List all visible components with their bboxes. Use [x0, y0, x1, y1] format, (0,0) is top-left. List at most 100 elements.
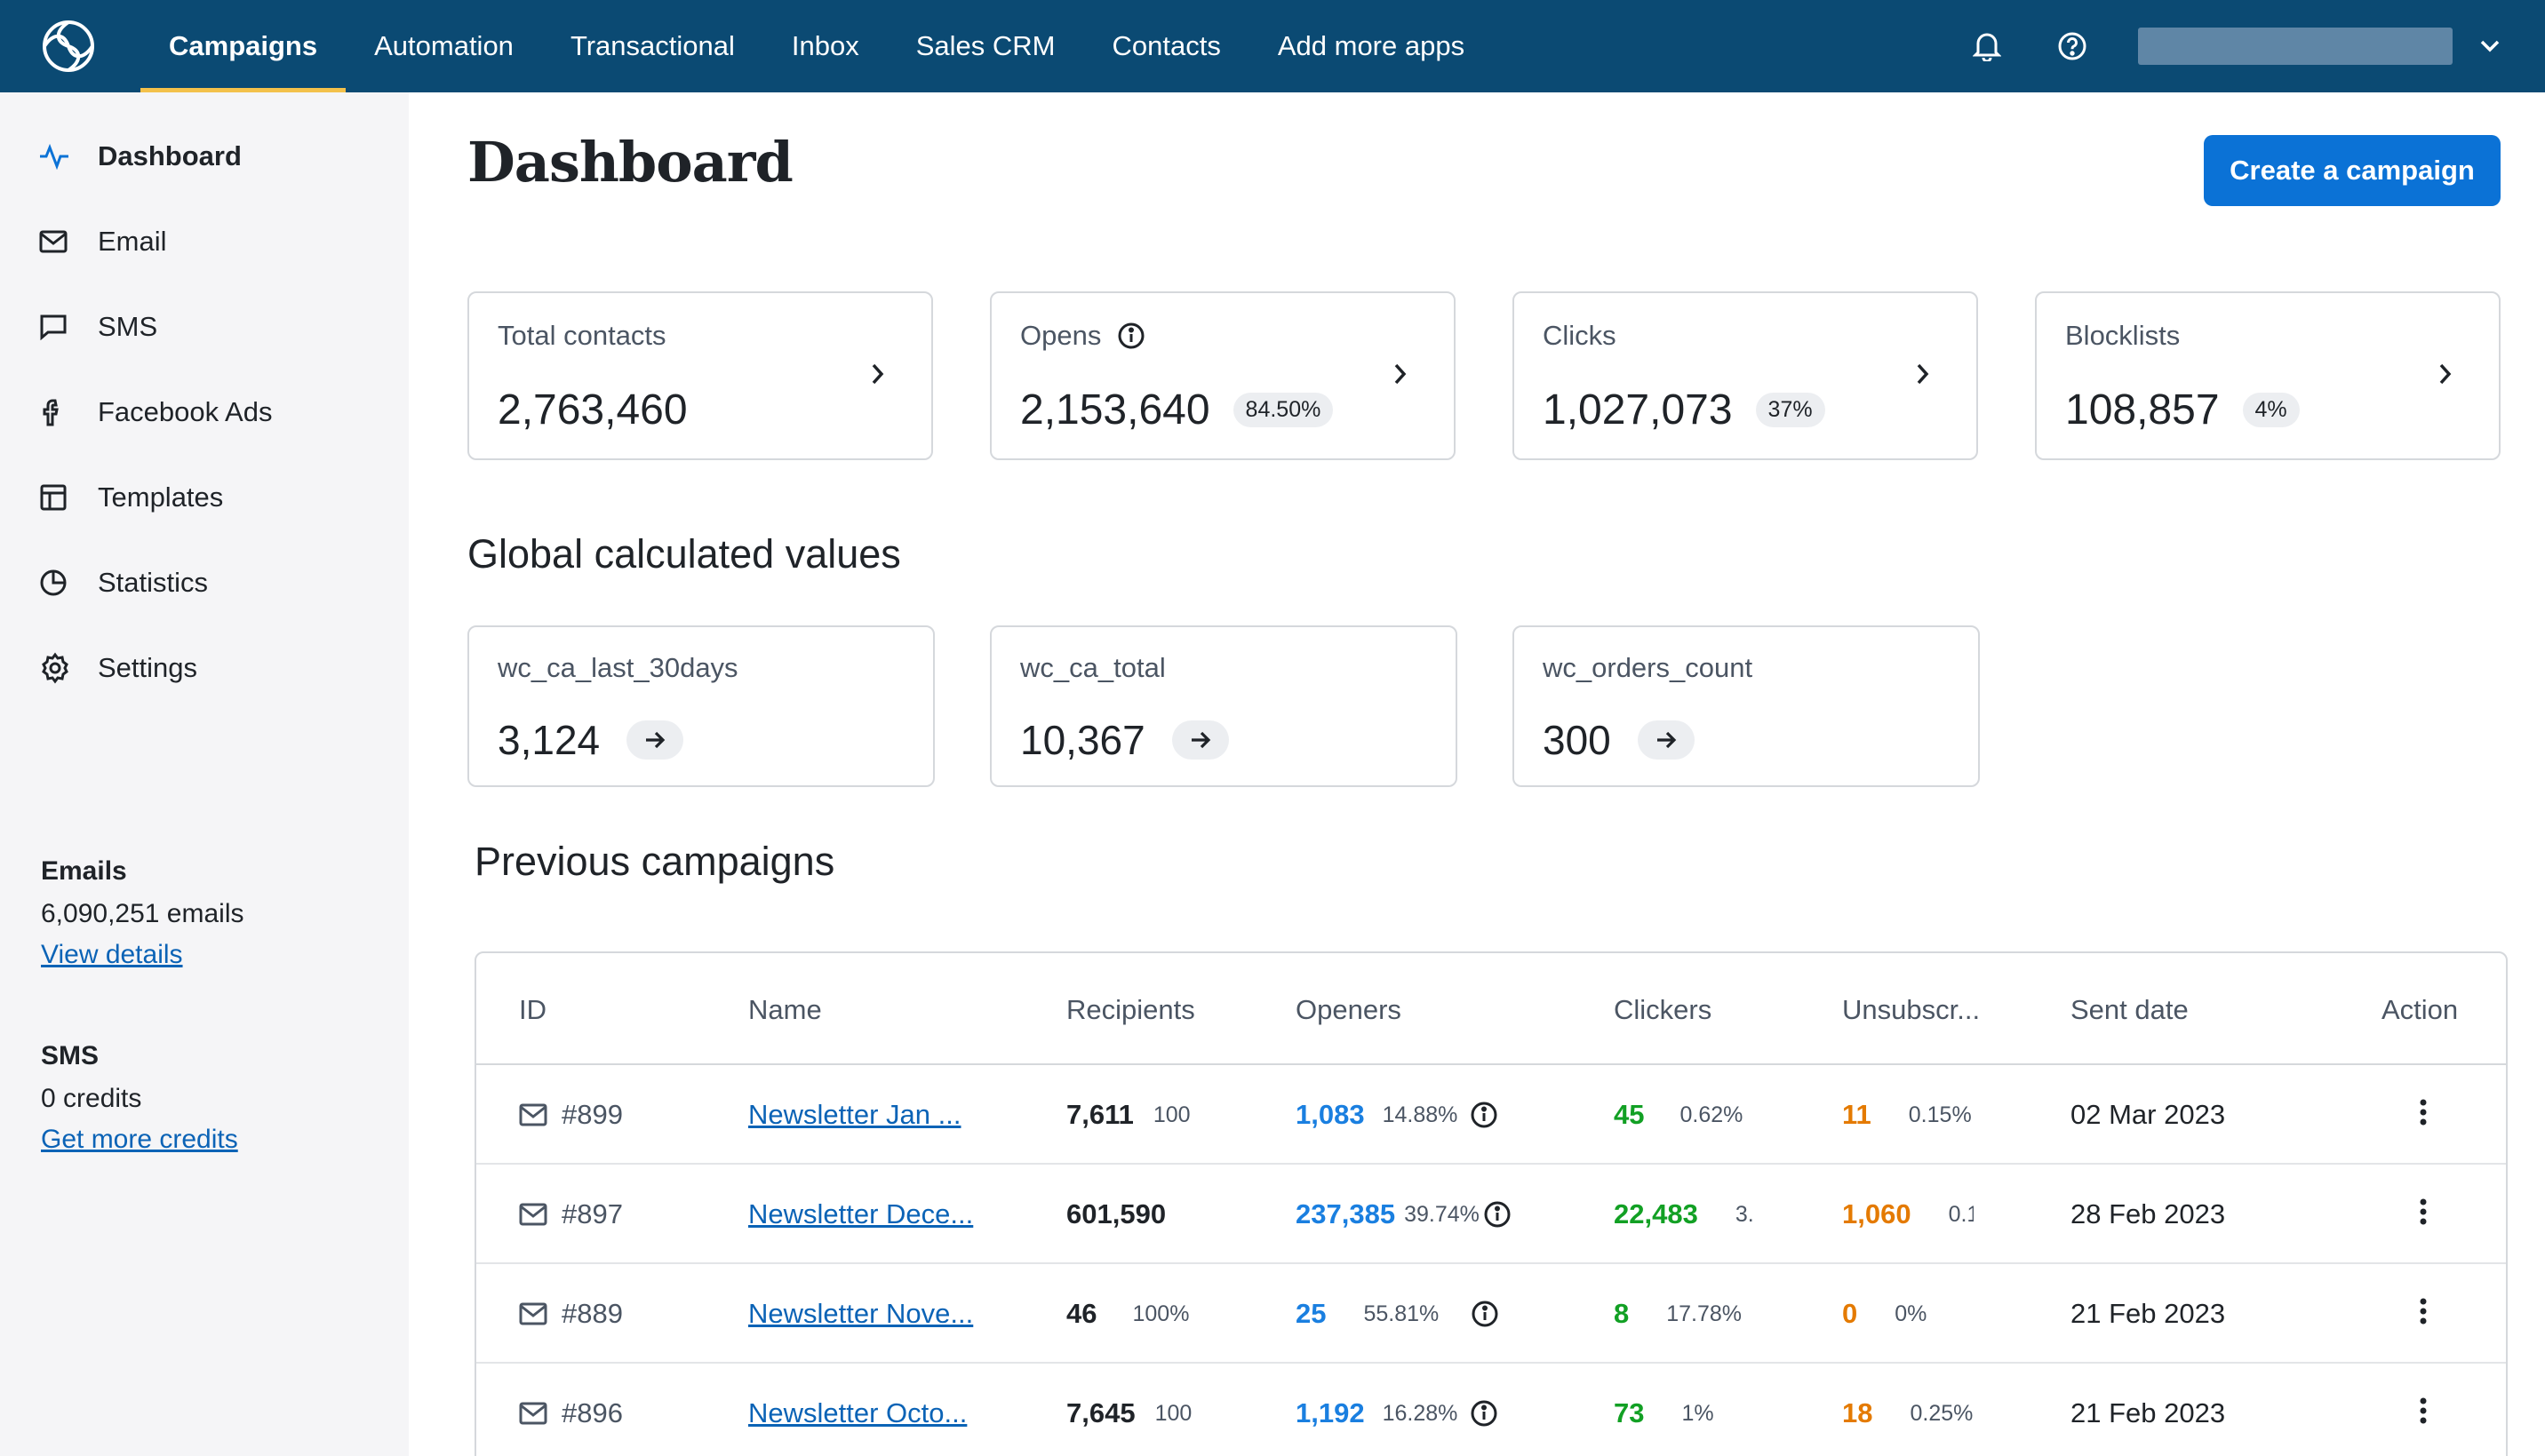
sidebar-item-templates[interactable]: Templates — [39, 471, 223, 524]
stat-percent-badge: 84.50% — [1233, 393, 1334, 427]
stat-label: Blocklists — [2065, 320, 2181, 351]
nav-transactional[interactable]: Transactional — [570, 30, 735, 61]
column-header-id[interactable]: ID — [519, 994, 546, 1025]
column-header-name[interactable]: Name — [748, 994, 822, 1025]
unsubscribers-cell: 11 0.15% — [1842, 1099, 1972, 1130]
brevo-logo-icon[interactable] — [37, 15, 100, 77]
chevron-down-icon[interactable] — [2472, 28, 2508, 64]
sms-summary: SMS 0 credits Get more credits — [41, 1041, 238, 1155]
campaigns-table: ID Name Recipients Openers Clickers Unsu… — [475, 951, 2508, 1456]
nav-add-more-apps[interactable]: Add more apps — [1277, 30, 1465, 61]
help-icon[interactable] — [2054, 28, 2090, 64]
unsubscribers-cell: 1,060 0.1 — [1842, 1198, 1974, 1229]
mail-icon — [39, 224, 75, 259]
global-value-card: wc_ca_total 10,367 — [990, 625, 1457, 787]
more-actions-icon[interactable] — [2419, 1097, 2428, 1127]
stat-card-clicks[interactable]: Clicks 1,027,073 37% — [1512, 291, 1978, 460]
table-row[interactable]: #897 Newsletter Dece... 601,590 237,385 … — [476, 1165, 2506, 1264]
arrow-right-icon[interactable] — [1171, 720, 1229, 760]
global-value-label: wc_ca_last_30days — [498, 652, 738, 683]
info-icon[interactable] — [1470, 1399, 1498, 1428]
nav-campaigns[interactable]: Campaigns — [140, 0, 347, 92]
recipients-cell: 7,611 100 — [1066, 1099, 1191, 1130]
page-title: Dashboard — [467, 130, 794, 195]
global-value-card: wc_orders_count 300 — [1512, 625, 1980, 787]
column-header-sent-date[interactable]: Sent date — [2070, 994, 2189, 1025]
stat-card-blocklists[interactable]: Blocklists 108,857 4% — [2035, 291, 2501, 460]
sidebar-item-email[interactable]: Email — [39, 215, 167, 268]
bell-icon[interactable] — [1969, 28, 2005, 64]
campaign-id: #897 — [519, 1198, 623, 1230]
sidebar-item-statistics[interactable]: Statistics — [39, 556, 208, 609]
stat-value: 2,763,460 — [498, 386, 688, 434]
sidebar-item-facebook-ads[interactable]: Facebook Ads — [39, 386, 272, 439]
chevron-right-icon — [871, 362, 885, 390]
campaign-id: #889 — [519, 1298, 623, 1330]
global-value-label: wc_orders_count — [1543, 652, 1753, 683]
message-icon — [39, 309, 75, 345]
get-more-credits-link[interactable]: Get more credits — [41, 1125, 238, 1154]
stat-value: 2,153,640 84.50% — [1020, 386, 1334, 434]
column-header-clickers[interactable]: Clickers — [1614, 994, 1712, 1025]
more-actions-icon[interactable] — [2419, 1296, 2428, 1326]
table-row[interactable]: #899 Newsletter Jan ... 7,611 100 1,083 … — [476, 1065, 2506, 1165]
mail-icon — [519, 1402, 547, 1425]
stat-card-opens[interactable]: Opens 2,153,640 84.50% — [990, 291, 1456, 460]
view-details-link[interactable]: View details — [41, 940, 183, 969]
clickers-cell: 45 0.62% — [1614, 1099, 1743, 1130]
more-actions-icon[interactable] — [2419, 1396, 2428, 1426]
global-value-card: wc_ca_last_30days 3,124 — [467, 625, 935, 787]
sidebar-item-sms[interactable]: SMS — [39, 300, 157, 354]
unsubscribers-cell: 0 0% — [1842, 1298, 1927, 1329]
sidebar-item-label: Facebook Ads — [98, 396, 273, 427]
sidebar-item-label: Statistics — [98, 567, 209, 598]
facebook-icon — [39, 394, 75, 430]
table-row[interactable]: #896 Newsletter Octo... 7,645 100 1,192 … — [476, 1364, 2506, 1456]
stat-card-total-contacts[interactable]: Total contacts 2,763,460 — [467, 291, 933, 460]
nav-sales-crm[interactable]: Sales CRM — [915, 30, 1056, 61]
gear-icon — [39, 650, 75, 686]
campaign-id: #899 — [519, 1099, 623, 1131]
sidebar-item-settings[interactable]: Settings — [39, 641, 197, 695]
nav-automation[interactable]: Automation — [374, 30, 514, 61]
chevron-right-icon — [2438, 362, 2453, 390]
campaign-name-link[interactable]: Newsletter Nove... — [748, 1298, 974, 1329]
more-actions-icon[interactable] — [2419, 1197, 2428, 1227]
global-value-label: wc_ca_total — [1020, 652, 1166, 683]
info-icon[interactable] — [1471, 1300, 1499, 1328]
nav-inbox[interactable]: Inbox — [791, 30, 859, 61]
sidebar-item-label: Email — [98, 226, 167, 257]
sidebar-item-dashboard[interactable]: Dashboard — [39, 130, 242, 183]
column-header-unsubscribers[interactable]: Unsubscr... — [1842, 994, 1981, 1025]
info-icon[interactable] — [1470, 1101, 1498, 1129]
sidebar-item-label: Settings — [98, 652, 198, 683]
table-header: ID Name Recipients Openers Clickers Unsu… — [476, 953, 2506, 1065]
info-icon[interactable] — [1483, 1200, 1512, 1229]
clickers-cell: 73 1% — [1614, 1397, 1714, 1428]
sidebar: Dashboard Email SMS Facebook Ads — [0, 92, 409, 1456]
sent-date: 28 Feb 2023 — [2070, 1198, 2226, 1229]
sms-credits: 0 credits — [41, 1084, 142, 1113]
emails-count: 6,090,251 emails — [41, 899, 244, 928]
template-icon — [39, 480, 75, 515]
table-row[interactable]: #889 Newsletter Nove... 46 100% 25 55.81… — [476, 1264, 2506, 1364]
account-menu[interactable] — [2138, 28, 2453, 65]
info-icon[interactable] — [1117, 322, 1145, 350]
column-header-openers[interactable]: Openers — [1296, 994, 1401, 1025]
arrow-right-icon[interactable] — [1637, 720, 1695, 760]
global-value: 3,124 — [498, 716, 684, 764]
stat-label: Total contacts — [498, 320, 666, 351]
global-value: 300 — [1543, 716, 1695, 764]
campaign-name-link[interactable]: Newsletter Dece... — [748, 1198, 974, 1229]
openers-cell: 25 55.81% — [1296, 1298, 1499, 1330]
nav-contacts[interactable]: Contacts — [1112, 30, 1221, 61]
create-campaign-button[interactable]: Create a campaign — [2204, 135, 2501, 206]
campaign-name-link[interactable]: Newsletter Octo... — [748, 1397, 968, 1428]
campaign-name-link[interactable]: Newsletter Jan ... — [748, 1099, 961, 1130]
campaign-id: #896 — [519, 1397, 623, 1429]
openers-cell: 237,385 39.74% — [1296, 1198, 1512, 1230]
arrow-right-icon[interactable] — [626, 720, 684, 760]
column-header-recipients[interactable]: Recipients — [1066, 994, 1195, 1025]
stat-percent-badge: 37% — [1755, 393, 1825, 427]
mail-icon — [519, 1302, 547, 1325]
